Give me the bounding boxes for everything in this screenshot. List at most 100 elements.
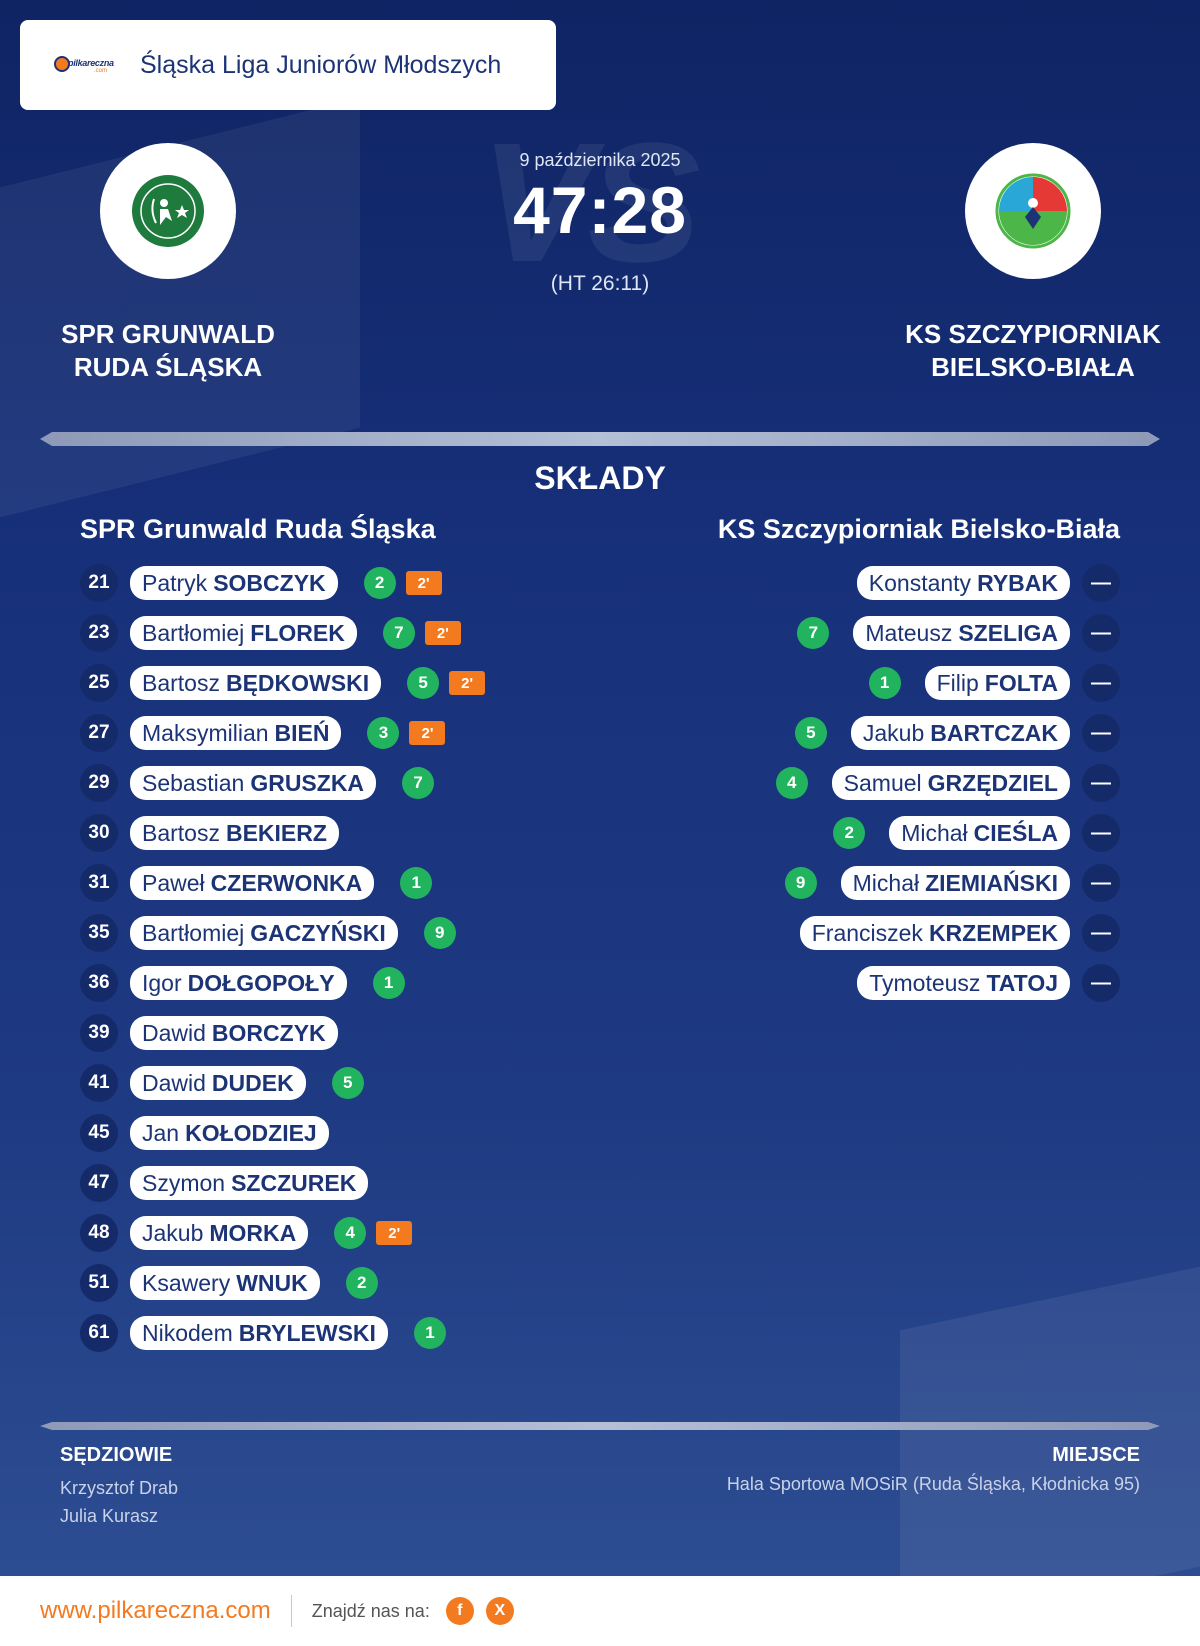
player-last-name: SOBCZYK [213,569,326,596]
player-row: 25 Bartosz BĘDKOWSKI 5 2' [80,658,486,708]
player-name-pill: Igor DOŁGOPOŁY [130,966,347,1000]
player-first-name: Patryk [142,569,208,596]
player-first-name: Ksawery [142,1269,231,1296]
player-first-name: Bartosz [142,819,220,846]
player-number: 48 [80,1214,118,1252]
x-icon[interactable]: X [485,1597,514,1625]
player-last-name: FLOREK [250,619,345,646]
player-name-pill: Konstanty RYBAK [856,566,1070,600]
player-first-name: Paweł [142,869,205,896]
player-first-name: Bartłomiej [142,919,245,946]
goals-badge: 5 [407,667,440,699]
player-row: 45 Jan KOŁODZIEJ [80,1108,485,1158]
goals-badge: 2 [345,1267,378,1299]
player-row: Franciszek KRZEMPEK — [776,908,1120,958]
player-number: 45 [80,1114,118,1152]
player-last-name: GACZYŃSKI [250,919,386,946]
match-card: VS pilkareczna .com Śląska Liga Juniorów… [0,0,1200,1576]
player-name-pill: Bartłomiej FLOREK [130,616,357,650]
away-team-name: KS SZCZYPIORNIAK BIELSKO-BIAŁA [873,318,1193,384]
player-first-name: Bartłomiej [142,619,245,646]
logo-subtext: .com [94,68,108,74]
player-last-name: GRZĘDZIEL [927,769,1058,796]
website-link[interactable]: www.pilkareczna.com [40,1597,271,1624]
player-name-pill: Nikodem BRYLEWSKI [130,1316,388,1350]
player-first-name: Bartosz [142,669,220,696]
away-team-logo [965,143,1101,279]
player-number: 51 [80,1264,118,1302]
player-last-name: KOŁODZIEJ [185,1119,317,1146]
player-name-pill: Tymoteusz TATOJ [857,966,1070,1000]
section-divider [40,1422,1160,1430]
goals-badge: 1 [372,967,405,999]
player-row: 9 Michał ZIEMIAŃSKI — [776,858,1120,908]
player-first-name: Nikodem [142,1319,233,1346]
player-number: — [1082,714,1120,752]
referees-title: SĘDZIOWIE [60,1444,173,1466]
venue-text: Hala Sportowa MOSiR (Ruda Śląska, Kłodni… [726,1474,1140,1494]
player-first-name: Dawid [142,1019,206,1046]
player-row: 41 Dawid DUDEK 5 [80,1058,485,1108]
player-name-pill: Mateusz SZELIGA [853,616,1070,650]
player-last-name: BEKIERZ [225,819,327,846]
player-name-pill: Michał CIEŚLA [889,816,1070,850]
player-first-name: Samuel [843,769,922,796]
player-name-pill: Szymon SZCZUREK [130,1166,369,1200]
player-number: — [1082,914,1120,952]
player-name-pill: Jakub BARTCZAK [850,716,1070,750]
player-last-name: WNUK [236,1269,308,1296]
home-roster: 21 Patryk SOBCZYK 2 2' 23 Bartłomiej FLOREK 7 2' 2… [80,558,486,1358]
player-last-name: DUDEK [211,1069,294,1096]
away-roster-title: KS Szczypiorniak Bielsko-Biała [717,514,1120,544]
player-last-name: BORCZYK [211,1019,326,1046]
penalty-badge: 2' [376,1221,413,1245]
player-number: — [1082,564,1120,602]
player-name-pill: Bartosz BĘDKOWSKI [130,666,382,700]
player-number: 23 [80,614,118,652]
player-first-name: Dawid [142,1069,206,1096]
goals-badge: 1 [400,867,433,899]
vs-watermark: VS [480,108,701,298]
player-number: 29 [80,764,118,802]
goals-badge: 4 [334,1217,367,1249]
player-row: 48 Jakub MORKA 4 2' [80,1208,485,1258]
player-name-pill: Paweł CZERWONKA [130,866,375,900]
player-number: 25 [80,664,118,702]
player-first-name: Filip [936,669,979,696]
goals-badge: 3 [367,717,400,749]
player-number: 30 [80,814,118,852]
away-team-name-line1: KS SZCZYPIORNIAK [905,319,1161,349]
home-team-logo [100,143,236,279]
player-row: 36 Igor DOŁGOPOŁY 1 [80,958,485,1008]
player-row: 2 Michał CIEŚLA — [776,808,1120,858]
player-number: 36 [80,964,118,1002]
player-name-pill: Patryk SOBCZYK [130,566,338,600]
player-last-name: GRUSZKA [250,769,365,796]
player-first-name: Szymon [142,1169,226,1196]
final-score: 47:28 [513,173,687,247]
player-name-pill: Maksymilian BIEŃ [130,716,342,750]
background-shape [900,1249,1200,1576]
home-team-name: SPR GRUNWALD RUDA ŚLĄSKA [8,318,328,384]
player-name-pill: Dawid BORCZYK [130,1016,338,1050]
player-row: 1 Filip FOLTA — [776,658,1120,708]
penalty-badge: 2' [449,671,486,695]
player-name-pill: Franciszek KRZEMPEK [799,916,1070,950]
goals-badge: 9 [423,917,456,949]
player-row: 5 Jakub BARTCZAK — [776,708,1120,758]
player-name-pill: Samuel GRZĘDZIEL [831,766,1070,800]
player-name-pill: Bartłomiej GACZYŃSKI [130,916,398,950]
player-first-name: Maksymilian [142,719,269,746]
goals-badge: 7 [382,617,415,649]
league-header: pilkareczna .com Śląska Liga Juniorów Mł… [20,20,556,110]
player-last-name: BARTCZAK [930,719,1058,746]
player-number: 47 [80,1164,118,1202]
player-row: 51 Ksawery WNUK 2 [80,1258,485,1308]
player-name-pill: Dawid DUDEK [130,1066,306,1100]
find-us-label: Znajdź nas na: [311,1600,430,1621]
facebook-icon[interactable]: f [445,1597,474,1625]
player-number: — [1082,864,1120,902]
lineups-title: SKŁADY [534,460,666,496]
footer-divider [290,1595,292,1627]
goals-badge: 5 [794,717,827,749]
